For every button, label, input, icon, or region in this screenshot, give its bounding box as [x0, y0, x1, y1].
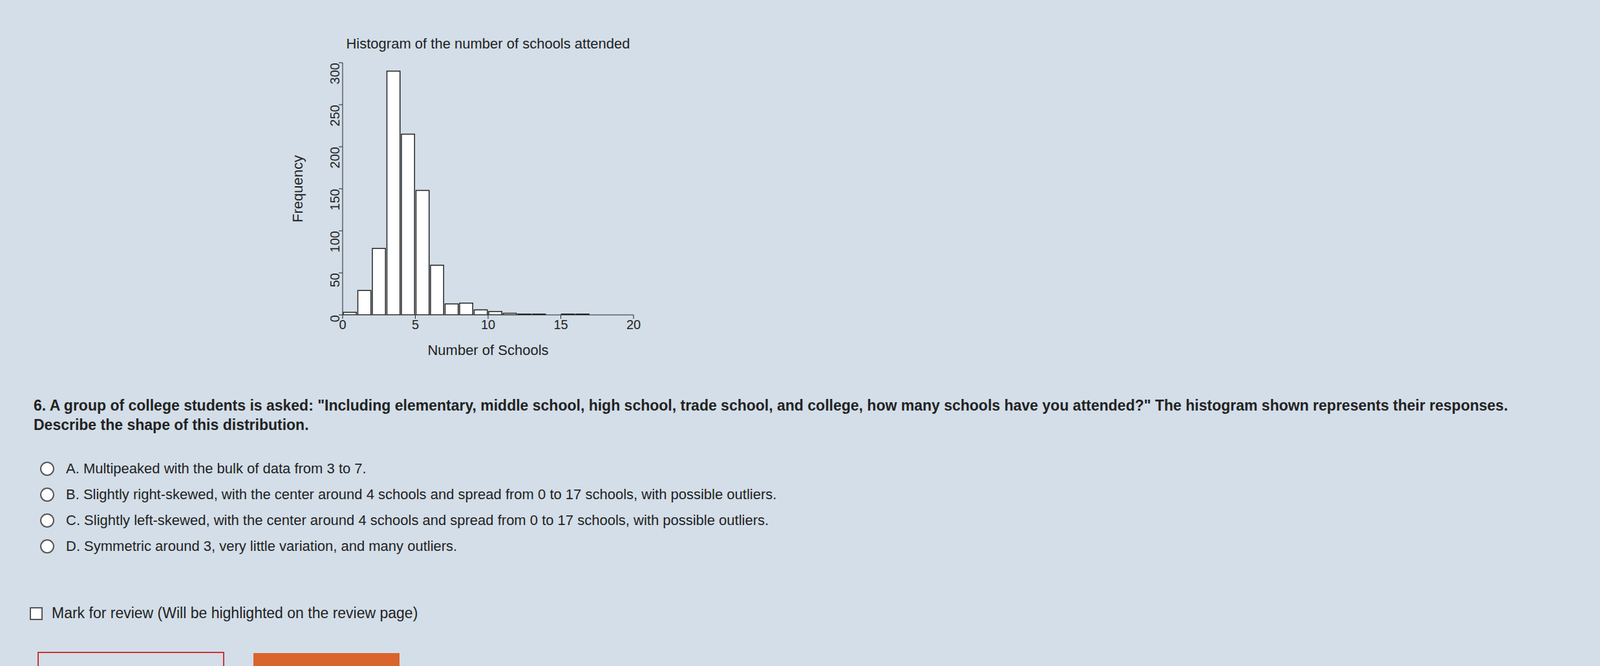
svg-text:200: 200: [327, 146, 342, 169]
html-text:6. A group of college students: 6. A group of college students is asked:…: [33, 396, 1508, 434]
html-text:Mark for review (Will be highl: Mark for review (Will be highlighted on …: [51, 604, 418, 622]
html-text:B. Slightly right-skewed, with: B. Slightly right-skewed, with the cente…: [65, 486, 777, 503]
svg-text:Frequency: Frequency: [289, 155, 306, 223]
svg-text:20: 20: [626, 317, 641, 332]
svg-text:250: 250: [327, 104, 342, 127]
svg-text:300: 300: [327, 62, 342, 85]
svg-text:15: 15: [553, 317, 568, 332]
html-text:D. Symmetric around 3, very li: D. Symmetric around 3, very little varia…: [65, 537, 458, 555]
svg-text:150: 150: [327, 188, 342, 211]
svg-text:5: 5: [411, 317, 419, 332]
html-text:C. Slightly left-skewed, with: C. Slightly left-skewed, with the center…: [65, 512, 769, 529]
svg-text:100: 100: [327, 230, 342, 253]
html-text:Histogram of the number of sch: Histogram of the number of schools atten…: [346, 35, 630, 52]
svg-text:Number of Schools: Number of Schools: [427, 341, 549, 359]
svg-text:0: 0: [339, 317, 347, 332]
svg-text:50: 50: [327, 272, 342, 288]
svg-text:0: 0: [327, 314, 342, 322]
html-text:A. Multipeaked with the bulk o: A. Multipeaked with the bulk of data fro…: [65, 460, 367, 477]
svg-text:10: 10: [480, 317, 496, 332]
